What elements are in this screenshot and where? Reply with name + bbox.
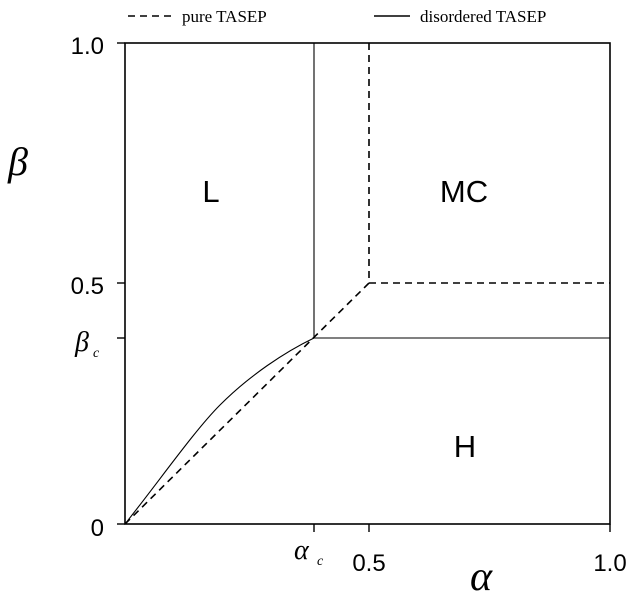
pure-tasep-boundaries — [124, 43, 610, 525]
y-tick-label-1: 1.0 — [71, 33, 104, 60]
alpha-c-label: α c — [294, 535, 324, 569]
region-label-l: L — [202, 174, 219, 209]
y-axis-label: β — [7, 139, 28, 184]
legend-disordered-label: disordered TASEP — [420, 7, 546, 26]
x-tick-label-0.5: 0.5 — [352, 550, 385, 577]
region-label-h: H — [454, 429, 476, 464]
disordered-tasep-boundaries — [124, 43, 610, 525]
x-axis-label: α — [470, 554, 493, 594]
legend: pure TASEP disordered TASEP — [128, 7, 546, 26]
alpha-c-subscript: c — [317, 554, 324, 569]
disordered-curve — [124, 337, 315, 525]
y-tick-label-0.5: 0.5 — [71, 273, 104, 300]
pure-diagonal-line — [124, 282, 370, 525]
ticks — [117, 42, 611, 532]
y-tick-label-0: 0 — [91, 515, 104, 542]
beta-c-symbol: β — [74, 327, 89, 358]
alpha-c-symbol: α — [294, 535, 310, 566]
beta-c-subscript: c — [93, 346, 100, 361]
beta-c-label: β c — [74, 327, 100, 361]
legend-pure-label: pure TASEP — [182, 7, 267, 26]
x-tick-label-1: 1.0 — [593, 550, 626, 577]
region-label-mc: MC — [440, 174, 488, 209]
